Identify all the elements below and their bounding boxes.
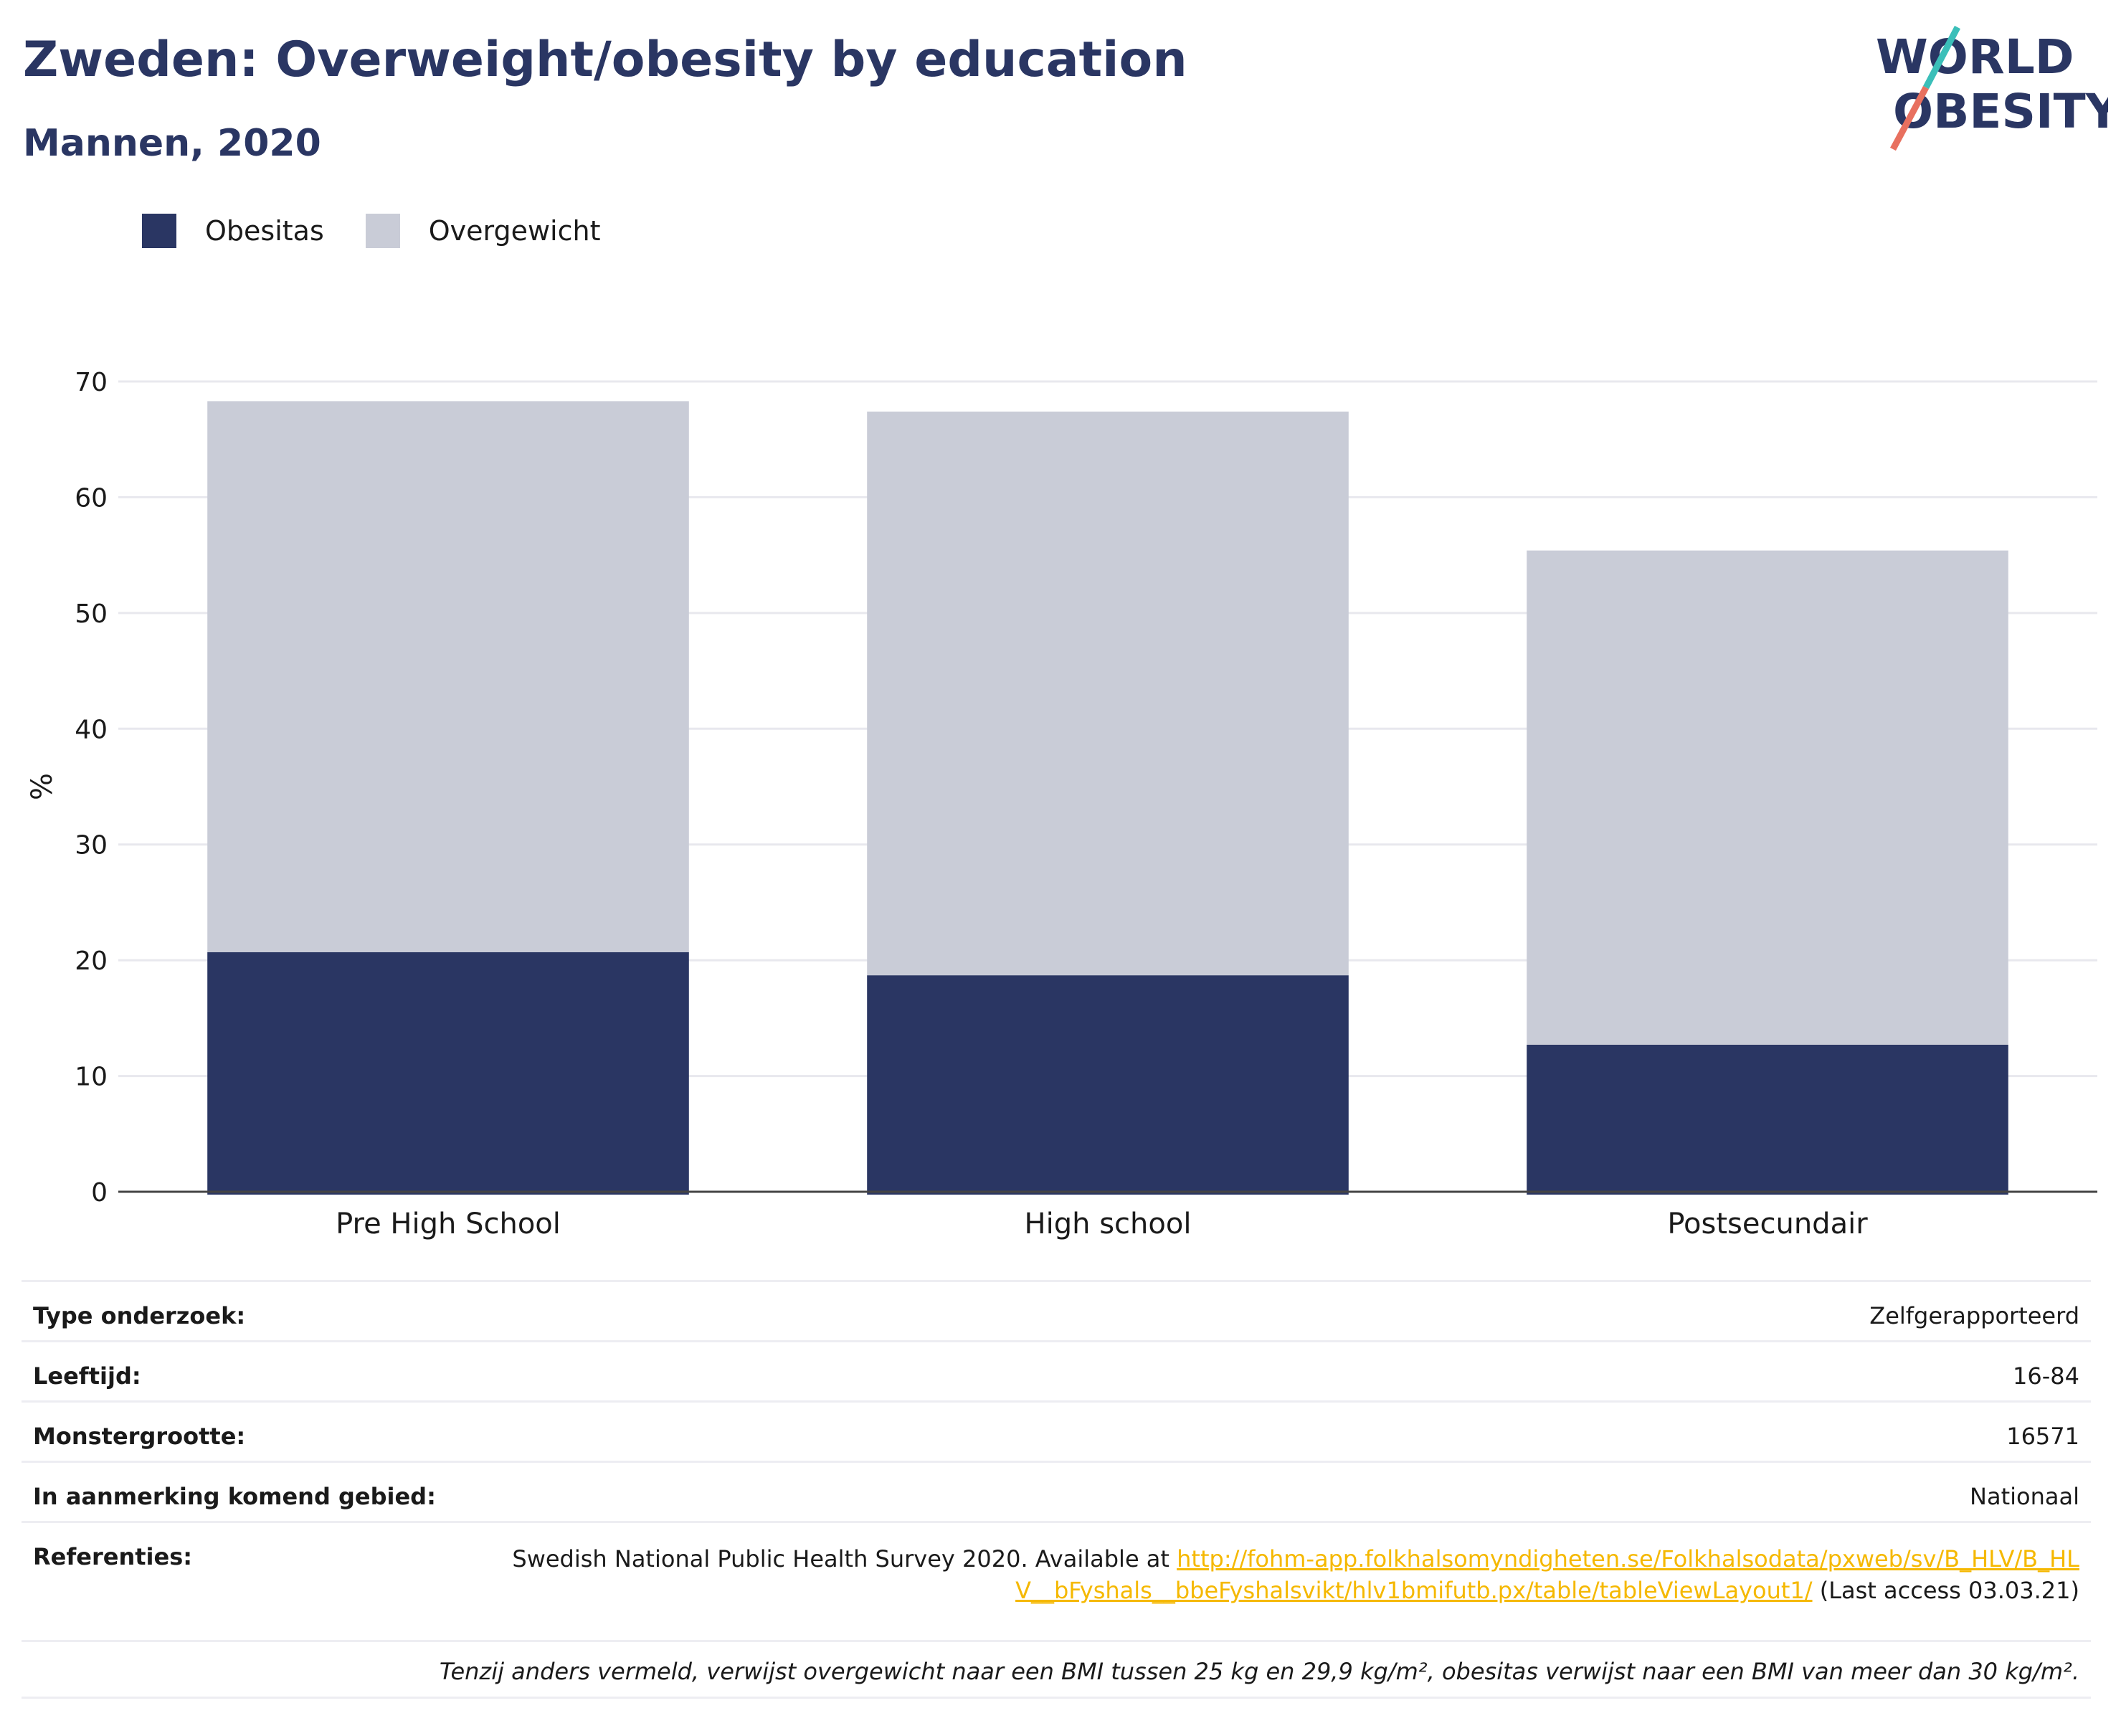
info-value: Zelfgerapporteerd bbox=[1869, 1302, 2079, 1329]
legend-swatch-obesitas bbox=[142, 214, 176, 248]
info-value: Nationaal bbox=[1970, 1483, 2079, 1510]
info-row-age: Leeftijd: 16-84 bbox=[22, 1340, 2091, 1400]
reference-text-before: Swedish National Public Health Survey 20… bbox=[512, 1545, 1177, 1573]
chart-legend: Obesitas Overgewicht bbox=[142, 214, 601, 248]
bar-overgewicht-2 bbox=[1527, 550, 2008, 1045]
bar-chart: 0 10 20 30 40 50 60 70% Pre High School High scho… bbox=[26, 368, 2097, 1241]
legend-swatch-overgewicht bbox=[365, 214, 400, 248]
info-label: Monstergrootte: bbox=[33, 1423, 246, 1450]
info-label: Referenties: bbox=[33, 1543, 193, 1570]
y-axis-label: % bbox=[26, 773, 59, 800]
logo-slash-red bbox=[1890, 85, 1929, 151]
legend-item-obesitas[interactable]: Obesitas bbox=[142, 214, 324, 248]
reference-text: Swedish National Public Health Survey 20… bbox=[502, 1543, 2079, 1606]
legend-label-overgewicht: Overgewicht bbox=[428, 215, 601, 247]
bar-overgewicht-1 bbox=[867, 411, 1349, 976]
y-tick-label: 60 bbox=[75, 483, 108, 513]
page-subtitle: Mannen, 2020 bbox=[23, 122, 321, 165]
world-obesity-logo: WORLD OBESITY bbox=[1876, 25, 2108, 151]
info-value: 16-84 bbox=[2013, 1362, 2079, 1390]
info-label: Type onderzoek: bbox=[33, 1302, 246, 1329]
reference-text-after: (Last access 03.03.21) bbox=[1812, 1577, 2079, 1604]
logo-line1: WORLD bbox=[1876, 29, 2074, 85]
info-label: In aanmerking komend gebied: bbox=[33, 1483, 436, 1510]
info-row-references: Referenties: Swedish National Public Hea… bbox=[22, 1521, 2091, 1640]
legend-item-overgewicht[interactable]: Overgewicht bbox=[365, 214, 601, 248]
y-tick-label: 0 bbox=[91, 1178, 108, 1208]
y-tick-label: 30 bbox=[75, 831, 108, 860]
bar-obesitas-0 bbox=[207, 952, 689, 1195]
logo-slash-teal bbox=[1923, 25, 1960, 90]
info-row-sample: Monstergrootte: 16571 bbox=[22, 1400, 2091, 1461]
x-tick-label: Pre High School bbox=[336, 1208, 561, 1241]
bar-obesitas-2 bbox=[1527, 1044, 2008, 1195]
y-tick-label: 70 bbox=[75, 368, 108, 397]
x-tick-label: Postsecundair bbox=[1667, 1208, 1868, 1241]
logo-line2: OBESITY bbox=[1893, 84, 2108, 139]
y-tick-label: 20 bbox=[75, 947, 108, 976]
y-tick-label: 50 bbox=[75, 599, 108, 629]
reference-link[interactable]: http://fohm-app.folkhalsomyndigheten.se/… bbox=[1015, 1545, 2079, 1604]
info-value: 16571 bbox=[2006, 1423, 2079, 1450]
info-label: Leeftijd: bbox=[33, 1362, 141, 1390]
bar-obesitas-1 bbox=[867, 975, 1349, 1195]
y-tick-label: 40 bbox=[75, 715, 108, 744]
page-title: Zweden: Overweight/obesity by education bbox=[23, 32, 1187, 88]
bmi-note: Tenzij anders vermeld, verwijst overgewi… bbox=[22, 1640, 2091, 1699]
survey-info-table: Type onderzoek: Zelfgerapporteerd Leefti… bbox=[22, 1280, 2091, 1699]
x-tick-label: High school bbox=[1025, 1208, 1192, 1241]
info-row-type: Type onderzoek: Zelfgerapporteerd bbox=[22, 1280, 2091, 1340]
legend-label-obesitas: Obesitas bbox=[205, 215, 324, 247]
y-tick-label: 10 bbox=[75, 1063, 108, 1092]
bar-overgewicht-0 bbox=[207, 401, 689, 952]
info-row-area: In aanmerking komend gebied: Nationaal bbox=[22, 1461, 2091, 1521]
